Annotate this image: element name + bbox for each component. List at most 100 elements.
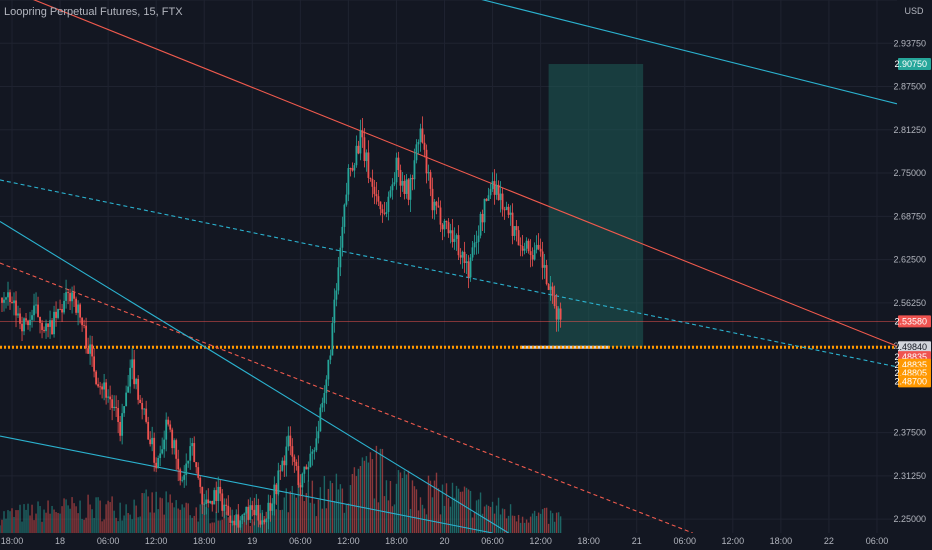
candle-body <box>91 344 94 357</box>
volume-bar <box>295 497 298 533</box>
price-label-box[interactable] <box>898 315 931 328</box>
volume-bar <box>529 516 532 533</box>
volume-bar <box>353 467 356 533</box>
candle-body <box>545 265 548 284</box>
price-axis[interactable]: 2.93750 2.87500 2.81250 2.75000 2.68750 2.625… <box>893 0 932 550</box>
volume-bar <box>15 510 17 533</box>
candle-body <box>47 323 49 327</box>
price-tick-label: 2.37500 <box>893 428 926 438</box>
candle-body <box>245 506 248 514</box>
volume-bar <box>225 511 227 533</box>
candle-body <box>445 220 448 223</box>
symbol-title[interactable]: Loopring Perpetual Futures, 15, FTX <box>4 6 183 18</box>
volume-bar <box>315 516 318 533</box>
time-tick-label: 06:00 <box>673 536 696 546</box>
candle-body <box>355 145 358 166</box>
volume-bar <box>331 483 334 533</box>
trendline-cyan-dashed[interactable] <box>0 179 898 368</box>
volume-bar <box>551 513 554 533</box>
trendline-cyan-solid[interactable] <box>428 0 898 105</box>
trendline-red-dashed[interactable] <box>0 262 693 534</box>
volume-bar <box>249 525 251 533</box>
candle-body <box>425 149 428 174</box>
candle-body <box>239 520 242 528</box>
volume-bar <box>377 502 380 533</box>
candle-body <box>333 299 336 324</box>
trendline-cyan-solid[interactable] <box>0 435 493 534</box>
volume-bar <box>423 508 426 533</box>
candle-body <box>111 399 114 409</box>
candle-body <box>373 186 376 195</box>
candle-body <box>455 235 458 239</box>
candle-body <box>395 157 398 183</box>
volume-bar <box>105 504 107 533</box>
volume-bar <box>311 480 314 533</box>
time-tick-label: 18:00 <box>577 536 600 546</box>
volume-bar <box>167 502 169 533</box>
candle-body <box>127 386 130 393</box>
volume-bar <box>135 505 137 533</box>
volume-bar <box>511 515 514 533</box>
price-label-box[interactable] <box>898 341 931 354</box>
candle-body <box>553 295 556 307</box>
candle-body <box>29 319 31 326</box>
trendline-cyan-solid[interactable] <box>0 221 509 534</box>
price-label-text: 2.49840 <box>894 342 927 352</box>
candle-body <box>471 247 474 258</box>
candle-body <box>67 292 69 294</box>
candle-body <box>351 168 354 171</box>
candle-body <box>375 194 378 197</box>
candle-body <box>433 201 436 211</box>
price-tick-label: 2.56250 <box>893 298 926 308</box>
candle-body <box>421 128 424 143</box>
candle-body <box>221 493 224 511</box>
volume-bar <box>163 514 165 533</box>
price-tick-label: 2.87500 <box>893 82 926 92</box>
candle-body <box>287 435 290 447</box>
candle-body <box>15 300 17 316</box>
candle-body <box>327 359 330 380</box>
currency-unit-label[interactable]: USD <box>904 6 924 16</box>
volume-bar <box>47 500 49 533</box>
candle-body <box>71 292 73 302</box>
candle-body <box>309 453 312 468</box>
candle-body <box>137 378 140 400</box>
price-label-box[interactable] <box>898 58 931 71</box>
candle-body <box>429 172 432 189</box>
price-label-box[interactable] <box>898 375 931 388</box>
volume-bar <box>19 504 21 533</box>
candle-body <box>311 451 314 454</box>
candle-body <box>25 318 27 321</box>
candle-body <box>3 299 5 303</box>
volume-bar <box>133 499 135 533</box>
candle-body <box>23 318 25 332</box>
candle-body <box>361 130 364 138</box>
candle-body <box>259 520 262 525</box>
volume-bar <box>429 480 432 533</box>
time-tick-label: 21 <box>632 536 642 546</box>
candle-body <box>441 224 444 230</box>
volume-bar <box>9 511 11 533</box>
volume-bar <box>305 493 308 533</box>
candle-body <box>35 304 37 306</box>
candle-body <box>387 196 390 212</box>
trendline-red-solid[interactable] <box>0 0 898 347</box>
volume-bar <box>523 522 526 533</box>
candle-body <box>555 306 558 320</box>
time-axis[interactable]: 18:00 18 06:00 12:00 18:00 19 06:00 12:00 18:00 2… <box>0 533 932 550</box>
long-position-zone[interactable] <box>520 64 644 349</box>
trendlines[interactable] <box>0 0 898 534</box>
volume-bar <box>207 508 209 533</box>
candle-body <box>437 205 440 208</box>
volume-bar <box>147 496 149 533</box>
volume-bar <box>285 488 288 533</box>
volume-bar <box>107 500 109 533</box>
long-position-target-zone[interactable] <box>548 64 644 348</box>
volume-bar <box>513 515 516 533</box>
volume-bar <box>21 521 23 533</box>
candle-body <box>189 446 192 461</box>
volume-bar <box>397 470 400 533</box>
candle-body <box>213 490 216 505</box>
